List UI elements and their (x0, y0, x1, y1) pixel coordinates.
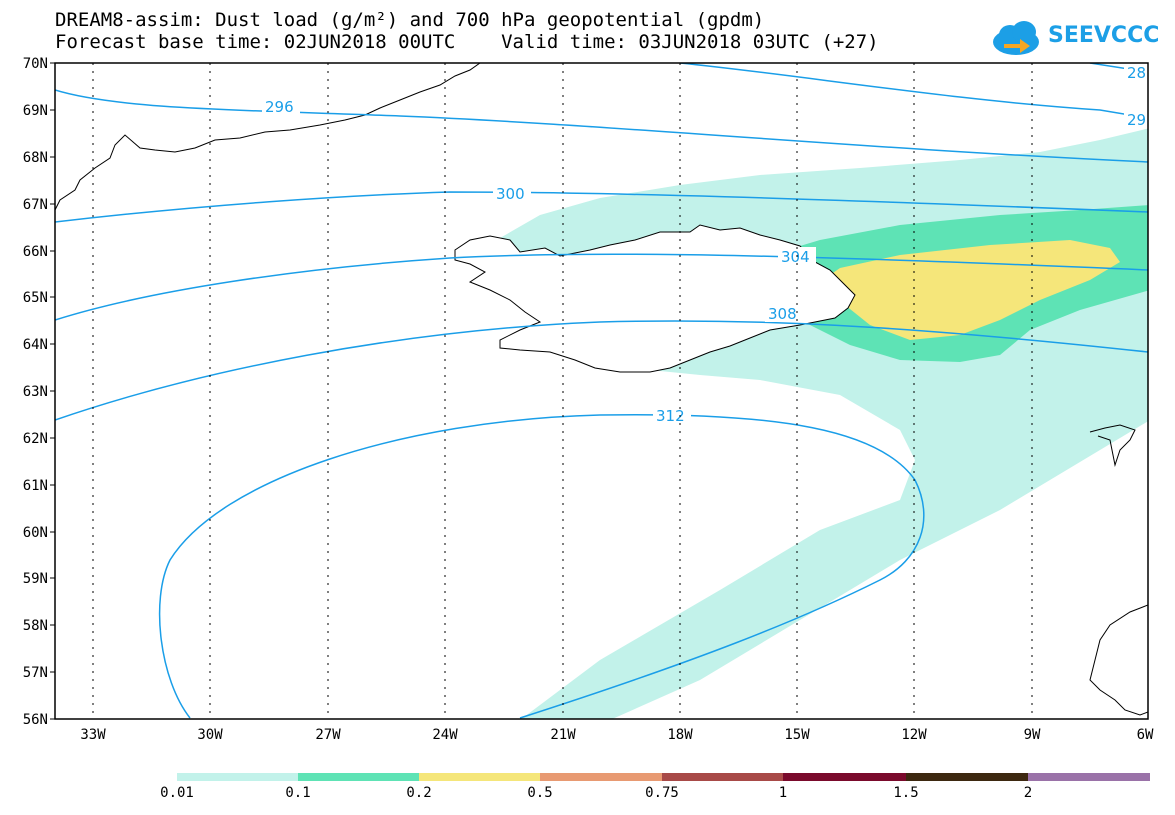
lat-label: 57N (22, 665, 48, 681)
lat-label: 58N (22, 618, 48, 634)
contour-296 (55, 89, 1148, 163)
lon-label: 9W (1023, 727, 1041, 743)
greenland-coast (55, 63, 481, 211)
faroe-islands (1089, 424, 1136, 467)
lat-label: 66N (22, 244, 48, 260)
map-title-line1: DREAM8-assim: Dust load (g/m²) and 700 h… (55, 9, 765, 31)
lat-label: 65N (22, 290, 48, 306)
contour-label-28: 28 (1127, 64, 1146, 82)
lon-label: 6W (1136, 727, 1154, 743)
lat-label: 67N (22, 197, 48, 213)
contour-label-304: 304 (781, 248, 810, 266)
contour-label-29: 29 (1127, 111, 1146, 129)
contour-312 (158, 413, 925, 719)
lat-label: 63N (22, 384, 48, 400)
colorbar-label: 0.5 (527, 785, 553, 801)
contour-308 (55, 320, 1148, 421)
map-title-line2: Forecast base time: 02JUN2018 00UTC Vali… (55, 31, 879, 53)
lon-label: 12W (901, 727, 927, 743)
lon-label: 33W (80, 727, 106, 743)
contour-label-312: 312 (656, 407, 685, 425)
lat-label: 69N (22, 103, 48, 119)
map-grid (92, 63, 1033, 719)
contour-top-right (679, 63, 1148, 119)
seevccc-logo (993, 21, 1039, 55)
cloud-icon (993, 21, 1039, 55)
lon-label: 21W (550, 727, 576, 743)
logo-text: SEEVCCC (1048, 23, 1160, 48)
colorbar-label: 1 (778, 785, 788, 801)
lat-label: 68N (22, 150, 48, 166)
colorbar-label: 2 (1023, 785, 1033, 801)
lon-label: 18W (667, 727, 693, 743)
contour-label-308: 308 (768, 305, 797, 323)
contour-304 (55, 253, 1148, 321)
lon-label: 24W (432, 727, 458, 743)
colorbar-label: 1.5 (893, 785, 919, 801)
lat-label: 60N (22, 525, 48, 541)
lon-label: 15W (784, 727, 810, 743)
colorbar-label: 0.1 (285, 785, 311, 801)
colorbar (177, 773, 1150, 781)
colorbar-label: 0.01 (160, 785, 194, 801)
lon-label: 27W (315, 727, 341, 743)
contour-label-296: 296 (265, 98, 294, 116)
lat-label: 61N (22, 478, 48, 494)
lat-label: 56N (22, 712, 48, 728)
lat-label: 70N (22, 56, 48, 72)
lat-label: 64N (22, 337, 48, 353)
colorbar-label: 0.2 (406, 785, 432, 801)
lat-label: 59N (22, 571, 48, 587)
lat-label: 62N (22, 431, 48, 447)
colorbar-label: 0.75 (645, 785, 679, 801)
contour-label-300: 300 (496, 185, 525, 203)
lon-label: 30W (197, 727, 223, 743)
scotland-coast (1089, 604, 1148, 716)
